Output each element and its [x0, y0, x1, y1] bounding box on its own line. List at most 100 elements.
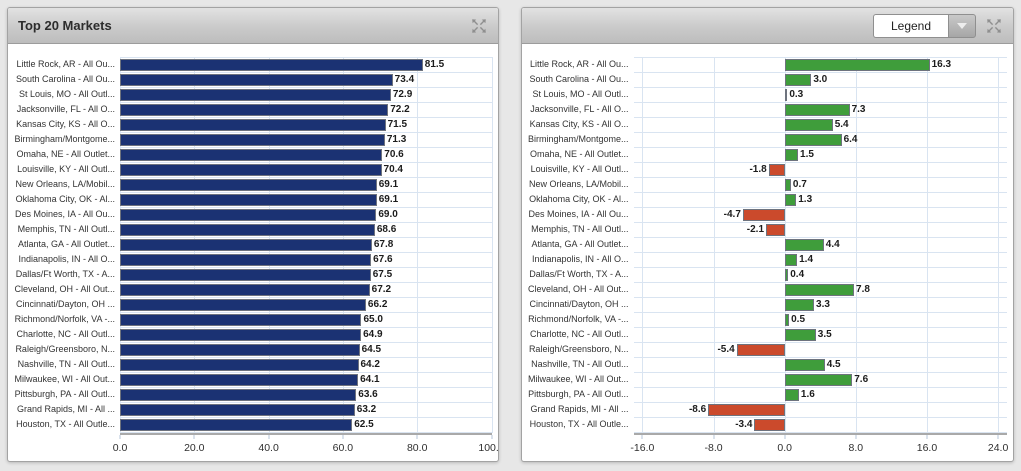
expand-arrows-icon[interactable]	[470, 17, 488, 35]
bar[interactable]	[784, 194, 797, 206]
category-label: Houston, TX - All Outle...	[529, 419, 629, 429]
value-label: 6.4	[843, 134, 858, 145]
bar[interactable]	[784, 359, 825, 371]
tick-label: 8.0	[848, 442, 864, 454]
bar[interactable]	[120, 314, 362, 326]
chart-row: 72.2	[120, 103, 492, 118]
chevron-down-icon	[957, 22, 967, 29]
value-label: 7.6	[854, 374, 869, 385]
chart-row: 67.2	[120, 283, 492, 298]
bar[interactable]	[120, 344, 360, 356]
category-label: Birmingham/Montgome...	[527, 134, 629, 144]
bar[interactable]	[120, 164, 382, 176]
value-label: 73.4	[394, 74, 415, 85]
right-panel-body: Little Rock, AR - All Ou... South Carolin…	[522, 44, 1014, 461]
chart-row: 71.3	[120, 133, 492, 148]
category-label: Little Rock, AR - All Ou...	[529, 59, 629, 69]
bar[interactable]	[120, 419, 353, 431]
value-label: -5.4	[717, 344, 735, 355]
bar[interactable]	[784, 329, 816, 341]
value-label: -2.1	[746, 224, 765, 235]
category-label: Cincinnati/Dayton, OH ...	[529, 299, 629, 309]
expand-arrows-icon[interactable]	[985, 17, 1003, 35]
bar[interactable]	[784, 134, 842, 146]
bar[interactable]	[784, 239, 824, 251]
legend-dropdown[interactable]: Legend	[873, 13, 976, 38]
bar[interactable]	[708, 404, 785, 416]
bar[interactable]	[784, 284, 855, 296]
chart-row: 64.2	[120, 358, 492, 373]
bar[interactable]	[120, 389, 357, 401]
bar[interactable]	[754, 419, 785, 431]
bar[interactable]	[120, 284, 370, 296]
bar[interactable]	[784, 299, 815, 311]
bar[interactable]	[120, 74, 393, 86]
tick-mark	[268, 435, 270, 439]
value-label: 4.4	[825, 239, 840, 250]
bar[interactable]	[120, 404, 355, 416]
value-label: 4.5	[826, 359, 841, 370]
bar[interactable]	[120, 374, 359, 386]
chart-row: 73.4	[120, 73, 492, 88]
tick-label: 16.0	[916, 442, 938, 454]
value-label: 63.2	[356, 404, 377, 415]
bar[interactable]	[736, 344, 785, 356]
bar[interactable]	[120, 59, 423, 71]
value-label: 3.3	[816, 299, 830, 310]
bar[interactable]	[784, 74, 812, 86]
bar[interactable]	[120, 209, 377, 221]
bar[interactable]	[120, 329, 362, 341]
bar[interactable]	[784, 119, 833, 131]
bar[interactable]	[742, 209, 785, 221]
chart-row: 3.3	[633, 298, 1007, 313]
category-label: New Orleans, LA/Mobil...	[15, 179, 115, 189]
bar[interactable]	[784, 314, 790, 326]
bar[interactable]	[784, 374, 853, 386]
value-label: 5.4	[834, 119, 849, 130]
bar[interactable]	[120, 224, 375, 236]
bar[interactable]	[784, 59, 930, 71]
bar[interactable]	[120, 359, 359, 371]
bar[interactable]	[120, 179, 377, 191]
bar[interactable]	[120, 119, 386, 131]
bar[interactable]	[784, 89, 788, 101]
chart-row: 70.4	[120, 163, 492, 178]
chart-row: 0.4	[633, 268, 1007, 283]
chart-row: 65.0	[120, 313, 492, 328]
bar[interactable]	[120, 239, 372, 251]
category-label: South Carolina - All Ou...	[15, 74, 115, 84]
chart-row: 72.9	[120, 88, 492, 103]
bar[interactable]	[784, 389, 799, 401]
chart-row: 64.5	[120, 343, 492, 358]
legend-dropdown-label[interactable]: Legend	[873, 13, 948, 38]
bar[interactable]	[768, 164, 785, 176]
category-label: Little Rock, AR - All Ou...	[16, 59, 115, 69]
tick-mark	[926, 435, 928, 439]
bar[interactable]	[120, 194, 377, 206]
bar[interactable]	[784, 254, 798, 266]
category-labels: Little Rock, AR - All Ou... South Carolin…	[528, 57, 634, 433]
value-label: 67.5	[372, 269, 393, 280]
bar[interactable]	[784, 104, 850, 116]
bar[interactable]	[120, 299, 366, 311]
bar[interactable]	[784, 149, 798, 161]
bar[interactable]	[120, 89, 391, 101]
bar[interactable]	[766, 224, 785, 236]
bar[interactable]	[120, 269, 371, 281]
legend-dropdown-arrow-button[interactable]	[948, 13, 976, 38]
bar[interactable]	[120, 149, 383, 161]
bar[interactable]	[120, 134, 385, 146]
bar[interactable]	[120, 254, 372, 266]
bar[interactable]	[120, 104, 389, 116]
value-label: -3.4	[735, 419, 753, 430]
bar[interactable]	[784, 179, 791, 191]
gridline	[855, 57, 857, 433]
chart-row: 1.6	[633, 388, 1007, 403]
chart-row: 3.5	[633, 328, 1007, 343]
bar[interactable]	[784, 269, 789, 281]
x-axis: 0.0 20.0 40.0 60.0 80.0 100.0	[113, 433, 498, 459]
category-label: Milwaukee, WI - All Out...	[527, 374, 629, 384]
category-label: Atlanta, GA - All Outlet...	[531, 239, 629, 249]
category-label: Indianapolis, IN - All O...	[18, 254, 115, 264]
plot-area: 81.5 73.4 72.9 72.2 71.5 71.3 70.6 70.4 69.1 69.1…	[120, 57, 493, 433]
